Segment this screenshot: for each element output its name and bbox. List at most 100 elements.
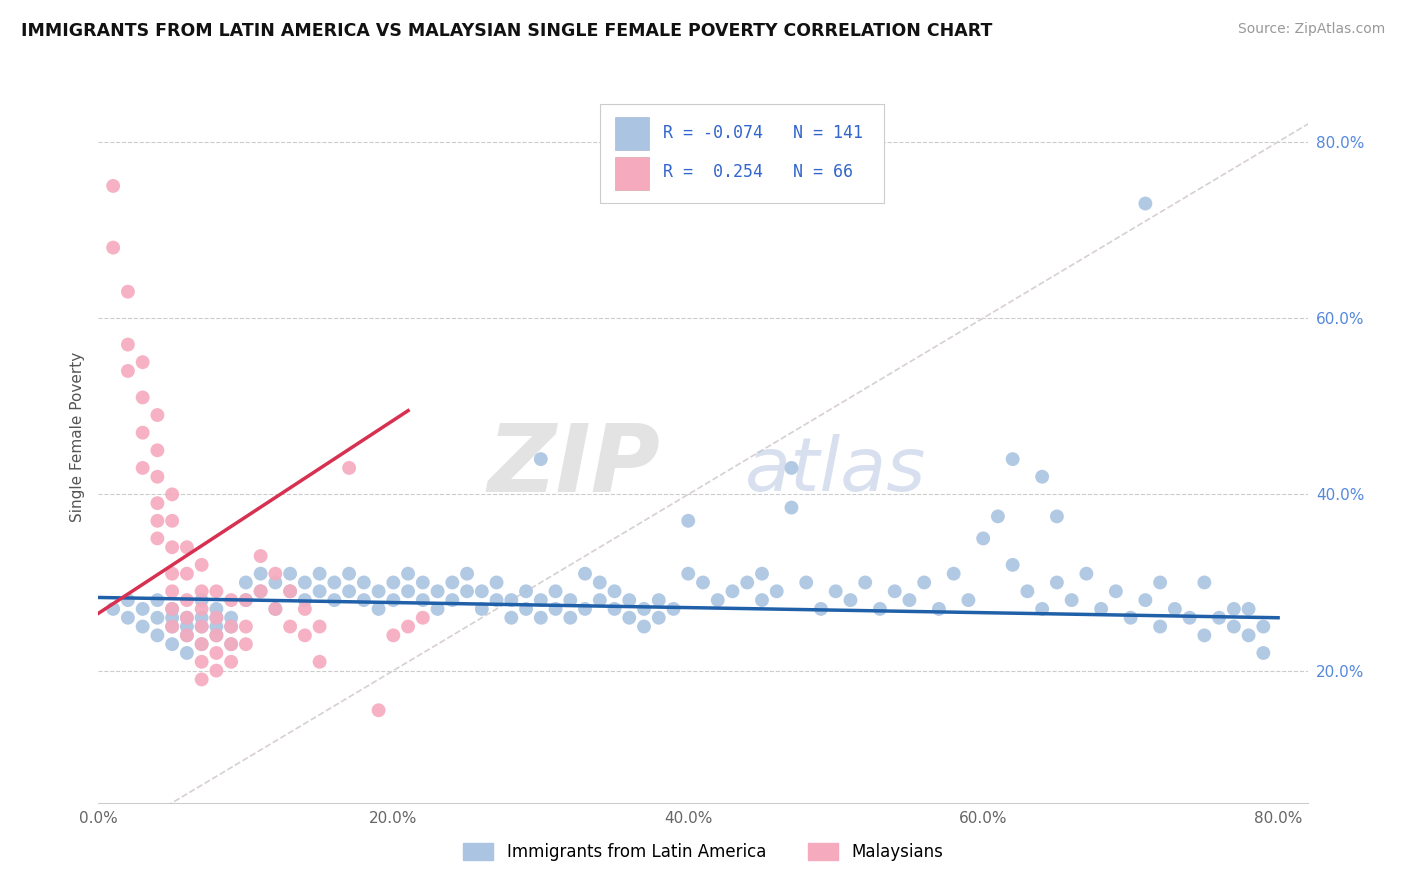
- Point: [396, 566, 419, 581]
- Point: [382, 593, 405, 607]
- Y-axis label: Single Female Poverty: Single Female Poverty: [69, 352, 84, 522]
- Point: [190, 602, 212, 616]
- Point: [1164, 602, 1187, 616]
- Point: [780, 461, 803, 475]
- Point: [264, 566, 287, 581]
- Point: [367, 584, 389, 599]
- Point: [205, 611, 228, 625]
- Point: [1149, 575, 1171, 590]
- Point: [219, 611, 242, 625]
- Point: [176, 619, 198, 633]
- Point: [131, 425, 153, 440]
- Point: [603, 602, 626, 616]
- Point: [160, 602, 183, 616]
- Point: [249, 566, 271, 581]
- Point: [1135, 196, 1157, 211]
- Point: [1253, 619, 1275, 633]
- FancyBboxPatch shape: [600, 104, 884, 203]
- Point: [1253, 646, 1275, 660]
- Point: [530, 452, 553, 467]
- Text: R = -0.074   N = 141: R = -0.074 N = 141: [664, 124, 863, 142]
- Point: [441, 593, 464, 607]
- Point: [235, 593, 257, 607]
- Point: [560, 593, 582, 607]
- Point: [692, 575, 714, 590]
- Point: [146, 628, 169, 642]
- Point: [160, 611, 183, 625]
- Point: [101, 241, 124, 255]
- Point: [1076, 566, 1098, 581]
- Point: [619, 611, 641, 625]
- Point: [1001, 558, 1024, 572]
- Point: [485, 575, 508, 590]
- Point: [160, 566, 183, 581]
- Point: [751, 566, 773, 581]
- Point: [219, 593, 242, 607]
- Point: [337, 566, 360, 581]
- Point: [337, 584, 360, 599]
- Point: [987, 509, 1010, 524]
- Point: [176, 628, 198, 642]
- Point: [278, 584, 301, 599]
- Point: [1194, 628, 1216, 642]
- Point: [898, 593, 921, 607]
- Point: [264, 602, 287, 616]
- Point: [1237, 602, 1260, 616]
- Point: [1223, 602, 1246, 616]
- Point: [160, 540, 183, 554]
- Point: [131, 619, 153, 633]
- Point: [794, 575, 817, 590]
- Point: [735, 575, 758, 590]
- Point: [308, 655, 330, 669]
- Point: [235, 593, 257, 607]
- Point: [249, 584, 271, 599]
- Point: [678, 566, 700, 581]
- Point: [219, 655, 242, 669]
- Point: [1194, 575, 1216, 590]
- Point: [382, 575, 405, 590]
- Text: Source: ZipAtlas.com: Source: ZipAtlas.com: [1237, 22, 1385, 37]
- Point: [382, 628, 405, 642]
- Point: [219, 619, 242, 633]
- Point: [765, 584, 787, 599]
- Point: [294, 602, 316, 616]
- Point: [190, 619, 212, 633]
- Point: [928, 602, 950, 616]
- Point: [1119, 611, 1142, 625]
- Point: [1149, 619, 1171, 633]
- Point: [456, 584, 478, 599]
- Point: [235, 619, 257, 633]
- Point: [176, 566, 198, 581]
- Point: [160, 584, 183, 599]
- Point: [883, 584, 905, 599]
- Point: [574, 566, 596, 581]
- Point: [146, 514, 169, 528]
- Point: [117, 364, 139, 378]
- Point: [515, 602, 537, 616]
- Point: [603, 584, 626, 599]
- Point: [219, 637, 242, 651]
- Point: [160, 487, 183, 501]
- Point: [190, 655, 212, 669]
- Point: [176, 593, 198, 607]
- Point: [560, 611, 582, 625]
- Point: [972, 532, 994, 546]
- Point: [176, 646, 198, 660]
- Point: [146, 611, 169, 625]
- Point: [131, 391, 153, 405]
- Point: [205, 584, 228, 599]
- Point: [294, 575, 316, 590]
- Point: [278, 619, 301, 633]
- Point: [308, 584, 330, 599]
- Point: [396, 619, 419, 633]
- Point: [721, 584, 744, 599]
- Point: [1178, 611, 1201, 625]
- Point: [176, 540, 198, 554]
- Point: [1105, 584, 1128, 599]
- Point: [101, 178, 124, 193]
- Point: [264, 575, 287, 590]
- Point: [190, 558, 212, 572]
- Point: [190, 584, 212, 599]
- Point: [412, 593, 434, 607]
- Point: [471, 584, 494, 599]
